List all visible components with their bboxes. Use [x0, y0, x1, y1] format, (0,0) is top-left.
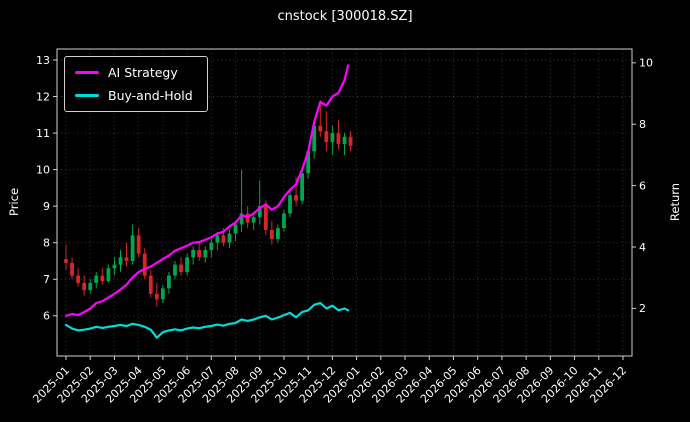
series-ai-strategy	[64, 64, 350, 317]
svg-text:6: 6	[639, 179, 646, 192]
svg-text:8: 8	[639, 118, 646, 131]
svg-text:7: 7	[43, 273, 50, 286]
legend-item-buy-and-hold: Buy-and-Hold	[75, 88, 193, 103]
svg-text:10: 10	[36, 163, 50, 176]
legend-label-buy-and-hold: Buy-and-Hold	[108, 88, 193, 103]
svg-text:9: 9	[43, 200, 50, 213]
legend-item-ai-strategy: AI Strategy	[75, 65, 193, 80]
svg-text:10: 10	[639, 57, 653, 70]
svg-text:2: 2	[639, 302, 646, 315]
legend-swatch-ai-strategy	[75, 71, 99, 74]
svg-text:6: 6	[43, 310, 50, 323]
svg-text:8: 8	[43, 237, 50, 250]
svg-text:4: 4	[639, 241, 646, 254]
chart-title: cnstock [300018.SZ]	[277, 9, 413, 24]
svg-text:13: 13	[36, 54, 50, 67]
svg-text:12: 12	[36, 90, 50, 103]
svg-text:11: 11	[36, 127, 50, 140]
legend-label-ai-strategy: AI Strategy	[108, 65, 178, 80]
candles	[64, 100, 353, 307]
series-buy-and-hold	[64, 301, 350, 339]
x-axis: 2025-012025-022025-032025-042025-052025-…	[30, 356, 629, 406]
plot-border	[56, 48, 633, 357]
legend: AI Strategy Buy-and-Hold	[64, 56, 208, 112]
y-axis-left: 6 7 8 9 10 11 12 13	[36, 54, 57, 323]
legend-swatch-buy-and-hold	[75, 94, 99, 97]
y-axis-right: 2 4 6 8 10	[632, 57, 653, 315]
